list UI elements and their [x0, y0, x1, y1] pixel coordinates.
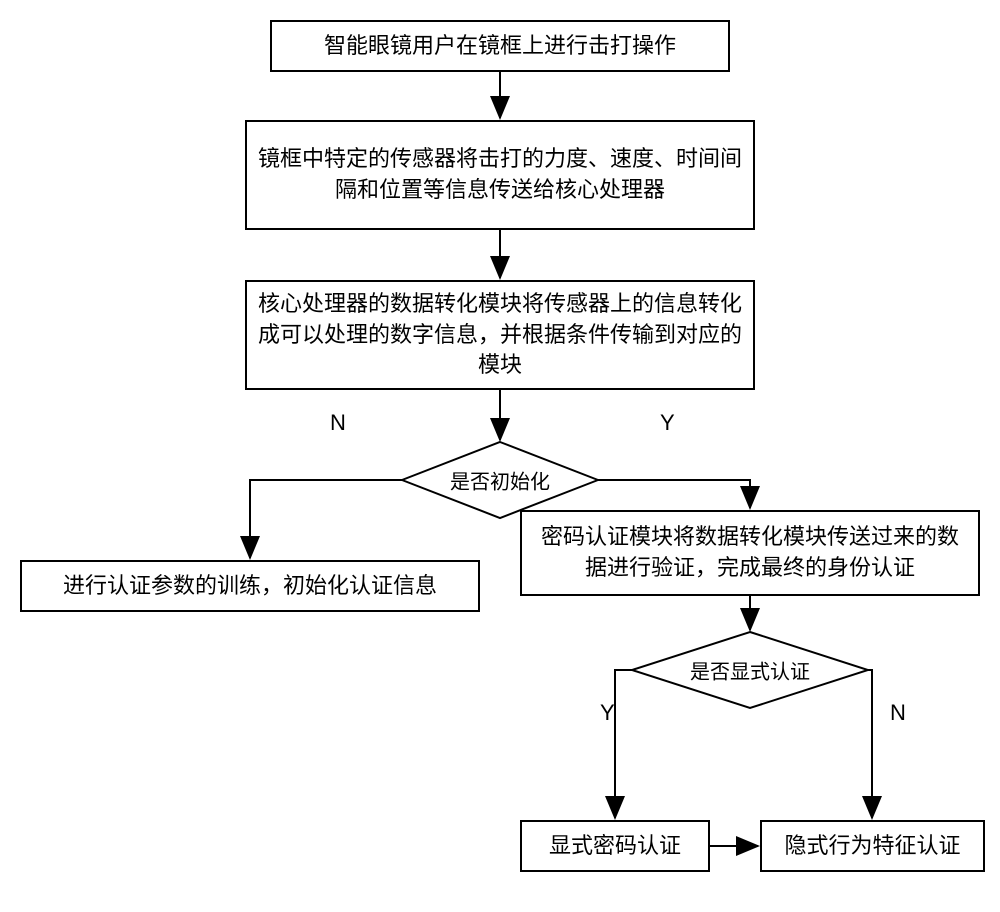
- node-explicit-auth: 显式密码认证: [520, 820, 710, 872]
- node-implicit-auth-text: 隐式行为特征认证: [784, 831, 960, 862]
- node-train-init: 进行认证参数的训练，初始化认证信息: [20, 560, 480, 612]
- decision-init: 是否初始化: [400, 440, 600, 520]
- node-train-init-text: 进行认证参数的训练，初始化认证信息: [63, 571, 437, 602]
- label-d2-no: N: [890, 700, 906, 726]
- decision-init-text: 是否初始化: [450, 466, 550, 495]
- label-d1-no: N: [330, 410, 346, 436]
- node-step-1-text: 智能眼镜用户在镜框上进行击打操作: [324, 31, 676, 62]
- node-step-2: 镜框中特定的传感器将击打的力度、速度、时间间隔和位置等信息传送给核心处理器: [245, 120, 755, 230]
- decision-explicit-text: 是否显式认证: [690, 656, 810, 685]
- label-d2-yes: Y: [600, 700, 615, 726]
- node-step-1: 智能眼镜用户在镜框上进行击打操作: [270, 20, 730, 72]
- node-explicit-auth-text: 显式密码认证: [549, 831, 681, 862]
- decision-explicit: 是否显式认证: [630, 630, 870, 710]
- node-auth-verify-text: 密码认证模块将数据转化模块传送过来的数据进行验证，完成最终的身份认证: [532, 522, 968, 584]
- node-auth-verify: 密码认证模块将数据转化模块传送过来的数据进行验证，完成最终的身份认证: [520, 510, 980, 596]
- node-step-2-text: 镜框中特定的传感器将击打的力度、速度、时间间隔和位置等信息传送给核心处理器: [257, 144, 743, 206]
- node-step-3: 核心处理器的数据转化模块将传感器上的信息转化成可以处理的数字信息，并根据条件传输…: [245, 280, 755, 390]
- node-implicit-auth: 隐式行为特征认证: [760, 820, 985, 872]
- label-d1-yes: Y: [660, 410, 675, 436]
- node-step-3-text: 核心处理器的数据转化模块将传感器上的信息转化成可以处理的数字信息，并根据条件传输…: [257, 289, 743, 381]
